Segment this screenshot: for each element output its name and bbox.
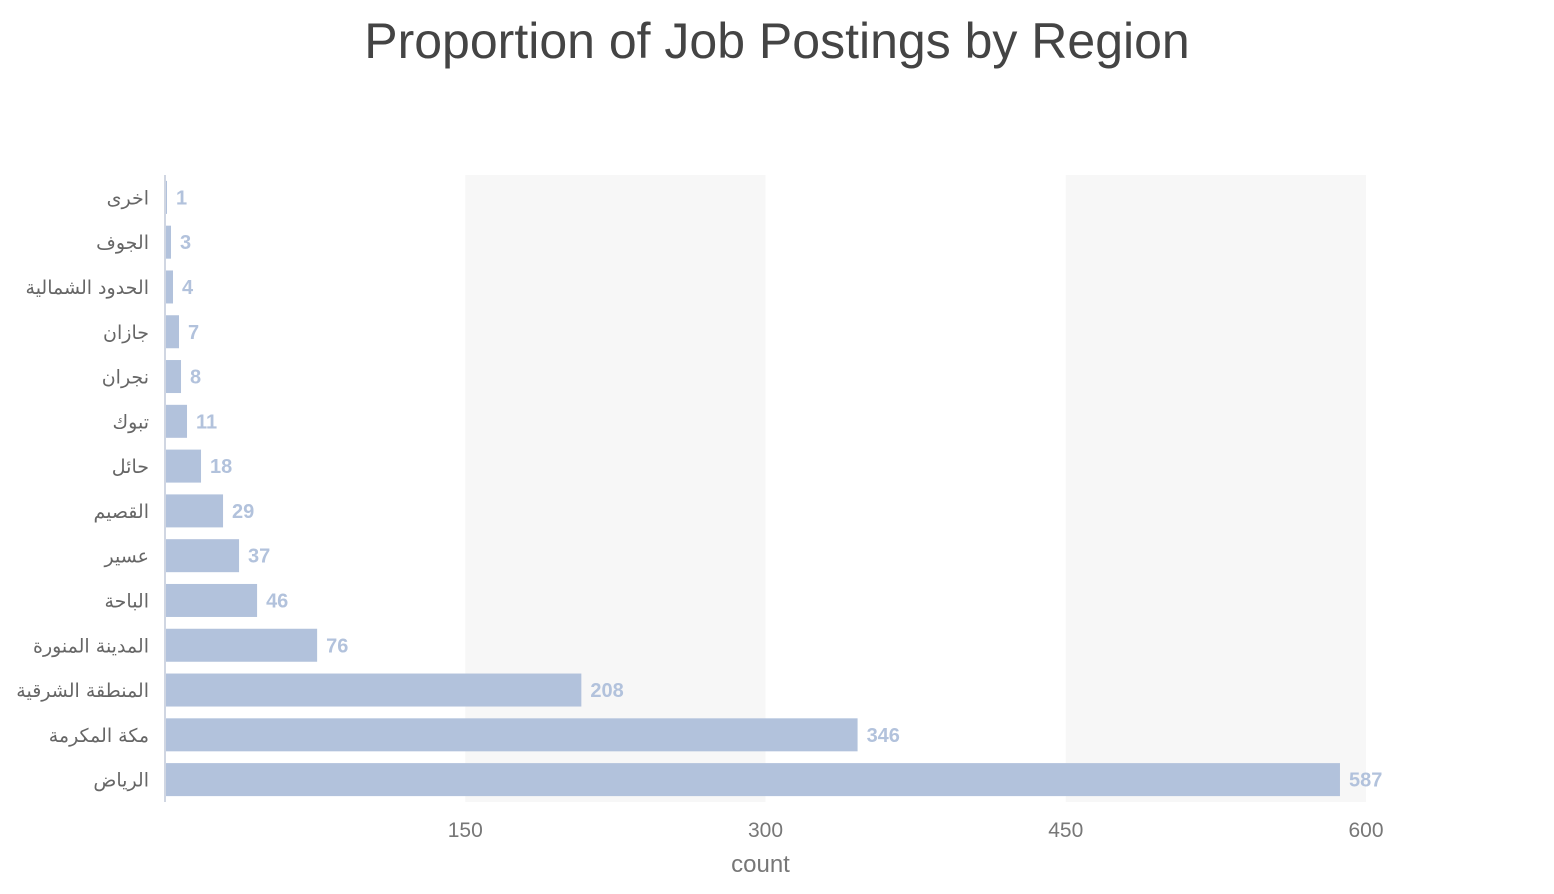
bar [165,718,858,752]
category-label: المدينة المنورة [33,635,149,657]
bars-group [165,180,1340,797]
value-label: 208 [590,680,623,702]
value-label: 11 [196,411,217,433]
category-label: الرياض [93,770,149,792]
x-tick-label: 300 [748,819,783,842]
grid-band [465,175,766,802]
bar [165,315,180,349]
category-label: عسير [103,546,149,568]
bar [165,539,240,573]
x-tick-label: 600 [1348,819,1383,842]
bar [165,360,182,394]
category-label: الجوف [96,232,149,254]
x-tick-label: 150 [448,819,483,842]
chart-title: Proportion of Job Postings by Region [364,13,1190,69]
category-label: القصيم [93,501,149,523]
value-label: 18 [210,456,232,478]
bar [165,494,224,528]
bar [165,673,582,707]
category-label: المنطقة الشرقية [16,680,149,702]
value-label: 37 [248,546,270,568]
value-label: 76 [326,635,348,657]
category-label: جازان [103,322,149,344]
value-label: 346 [867,725,900,747]
x-axis-ticks: 150 300 450 600 [448,819,1384,842]
bar [165,628,318,662]
value-label: 7 [188,322,199,344]
value-label: 46 [266,590,288,612]
value-label: 587 [1349,770,1382,792]
bar [165,270,174,304]
value-label: 29 [232,501,254,523]
x-axis-title: count [731,851,790,878]
value-label: 4 [182,277,194,299]
grid-band [1065,175,1366,802]
category-labels: اخرى الجوف الحدود الشمالية جازان نجران تبوك حا… [16,187,149,791]
category-label: نجران [102,367,149,389]
value-label: 8 [190,367,201,389]
grid-bands [465,175,1366,802]
value-label: 3 [180,232,191,254]
bar [165,583,258,617]
category-label: الحدود الشمالية [26,277,149,299]
category-label: تبوك [113,411,150,433]
category-label: الباحة [104,590,149,612]
bar [165,449,202,483]
bar [165,763,1340,797]
category-label: مكة المكرمة [49,725,149,747]
category-label: اخرى [107,187,149,209]
bar [165,180,168,214]
bar [165,225,172,259]
value-labels: 1 3 4 7 8 11 18 29 37 46 76 208 346 587 [176,187,1382,791]
value-label: 1 [176,187,187,209]
x-tick-label: 450 [1048,819,1083,842]
bar [165,404,188,438]
category-label: حائل [112,456,149,478]
